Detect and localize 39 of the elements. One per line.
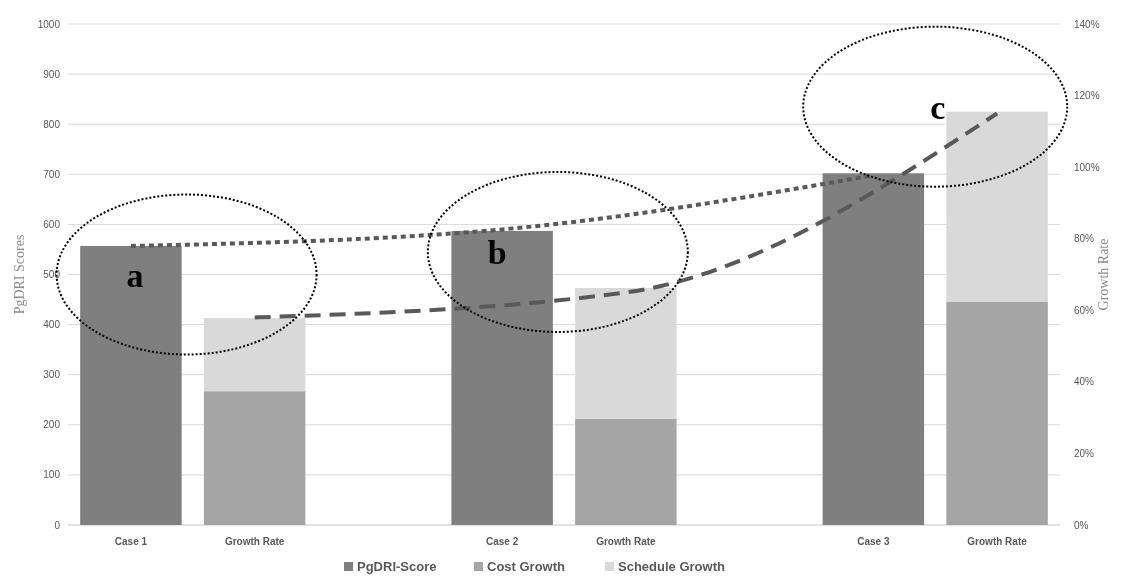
annotation: b [487,233,507,271]
y2-tick-label: 120% [1074,90,1100,102]
bar [946,301,1048,525]
legend-label: PgDRI-Score [357,559,437,574]
y2-axis-title: Growth Rate [1096,238,1111,311]
bar [822,173,925,525]
y2-tick-label: 0% [1074,519,1089,531]
bar [451,230,553,525]
y-tick-label: 100 [43,469,61,481]
y-tick-label: 500 [43,269,61,280]
y2-tick-label: 140% [1074,18,1100,30]
annotation: c [930,88,946,126]
y-tick-label: 200 [43,419,61,431]
x-tick-label: Growth Rate [967,536,1028,547]
y-tick-label: 700 [43,168,61,180]
y-tick-label: 0 [54,519,61,531]
y2-tick-label: 40% [1074,376,1095,388]
y2-tick-label: 80% [1074,233,1095,245]
y-tick-label: 900 [43,68,61,80]
bar [575,418,677,525]
x-tick-label: Growth Rate [224,536,285,547]
x-tick-label: Case 1 [114,536,148,547]
x-tick-label: Growth Rate [596,536,657,547]
y-tick-label: 600 [43,218,61,230]
y2-tick-label: 20% [1074,447,1095,459]
y2-tick-label: 100% [1074,161,1100,173]
annotation: a [126,256,144,294]
legend-label: Cost Growth [487,559,566,574]
x-tick-label: Case 3 [857,536,890,547]
y-tick-label: 400 [43,319,61,331]
bar [80,245,182,525]
y-tick-label: 800 [43,118,61,130]
x-tick-label: Case 2 [486,536,519,547]
y-tick-label: 1000 [37,18,61,30]
y-tick-label: 300 [43,369,61,381]
y2-tick-label: 60% [1074,304,1095,316]
y-axis-title: PgDRI Scores [12,234,27,315]
bar [203,391,306,525]
legend-label: Schedule Growth [618,559,725,574]
